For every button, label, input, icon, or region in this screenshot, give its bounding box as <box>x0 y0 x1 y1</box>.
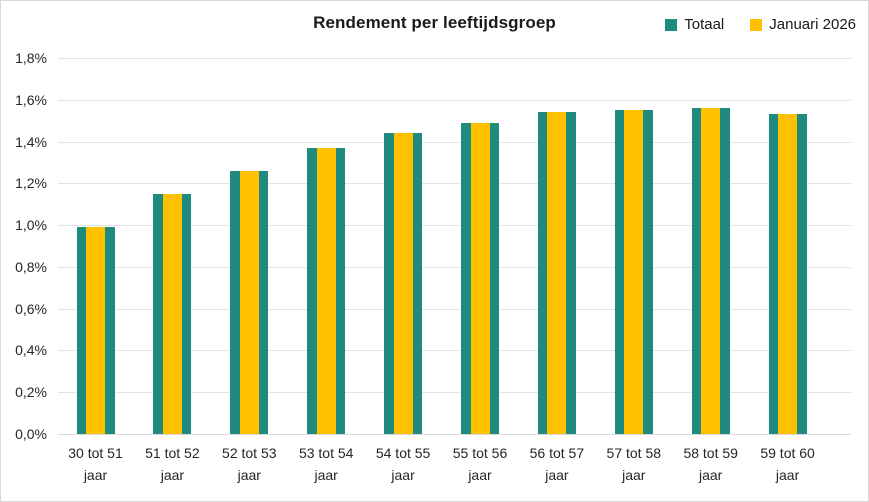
x-axis-tick-label: 53 tot 54 jaar <box>298 445 354 483</box>
y-axis-tick-label: 1,8% <box>15 50 47 66</box>
bar-januari-2026[interactable] <box>162 193 182 434</box>
gridline <box>58 141 851 143</box>
x-axis-tick-label: 51 tot 52 jaar <box>145 445 200 483</box>
x-axis-tick-label: 30 tot 51 jaar <box>68 445 123 483</box>
gridline <box>58 99 851 101</box>
legend-item-januari-2026[interactable]: Januari 2026 <box>750 16 856 33</box>
gridline <box>58 308 851 310</box>
bar-januari-2026[interactable] <box>470 122 490 434</box>
gridline <box>58 183 851 185</box>
gridline <box>58 225 851 227</box>
bar-januari-2026[interactable] <box>316 147 336 434</box>
y-axis-tick-label: 1,6% <box>15 91 47 108</box>
y-axis-tick-label: 0,2% <box>15 384 47 401</box>
y-axis-tick-label: 1,0% <box>15 217 47 234</box>
gridline <box>58 266 851 268</box>
bar-januari-2026[interactable] <box>86 227 105 434</box>
y-axis-tick-label: 0,0% <box>15 426 47 442</box>
legend-item-totaal[interactable]: Totaal <box>665 16 724 33</box>
y-axis-tick-label: 0,4% <box>15 342 47 359</box>
bar-januari-2026[interactable] <box>778 114 798 434</box>
gridline <box>58 392 851 394</box>
legend-label-januari-2026: Januari 2026 <box>769 16 856 33</box>
bar-januari-2026[interactable] <box>624 110 644 434</box>
x-axis-tick-label: 52 tot 53 jaar <box>222 445 277 483</box>
y-axis-tick-label: 1,4% <box>15 133 47 150</box>
gridline <box>58 350 851 352</box>
bar-januari-2026[interactable] <box>239 170 259 434</box>
legend-marker-januari-2026-icon <box>750 18 763 31</box>
x-axis-tick-label: 54 tot 55 jaar <box>375 445 431 483</box>
bar-januari-2026[interactable] <box>701 108 721 434</box>
legend-marker-totaal-icon <box>665 18 678 31</box>
x-axis-tick-label: 56 tot 57 jaar <box>529 445 585 483</box>
x-axis-tick-label: 55 tot 56 jaar <box>452 445 508 483</box>
y-axis-tick-label: 0,8% <box>15 258 47 275</box>
x-axis-line <box>58 434 851 435</box>
chart-title: Rendement per leeftijdsgroep <box>313 13 556 32</box>
legend: Totaal Januari 2026 <box>665 16 856 33</box>
x-axis-tick-label: 57 tot 58 jaar <box>606 445 662 483</box>
y-axis-tick-label: 1,2% <box>15 175 47 192</box>
bar-januari-2026[interactable] <box>547 112 567 434</box>
gridline <box>58 58 851 59</box>
y-axis-tick-label: 0,6% <box>15 300 47 317</box>
bar-januari-2026[interactable] <box>393 133 413 434</box>
plot-area <box>58 58 851 435</box>
x-axis-tick-label: 59 tot 60 jaar <box>760 445 815 483</box>
x-axis-tick-label: 58 tot 59 jaar <box>683 445 738 483</box>
legend-label-totaal: Totaal <box>684 16 725 33</box>
